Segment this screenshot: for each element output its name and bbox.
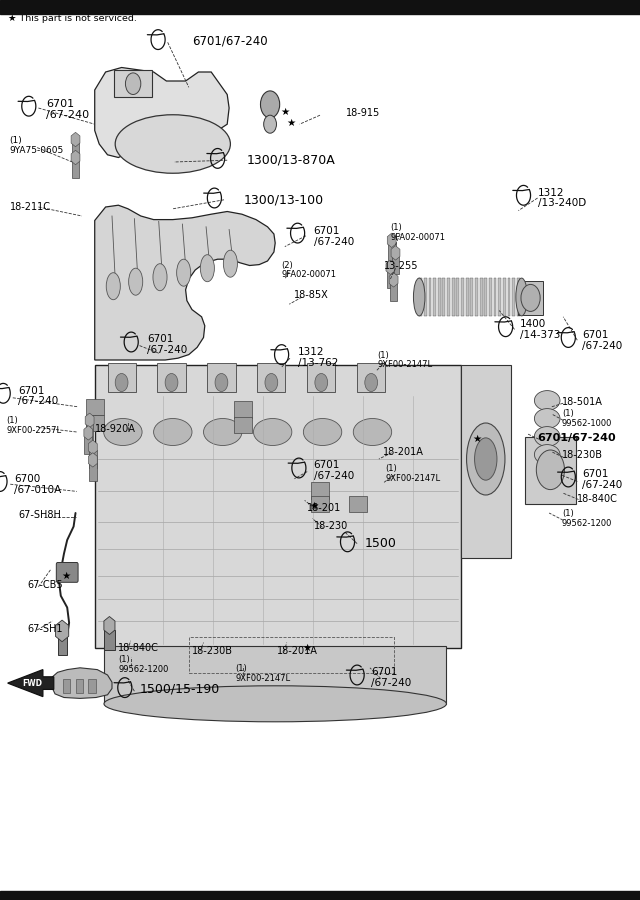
- Ellipse shape: [253, 418, 292, 446]
- Text: 18-201: 18-201: [307, 502, 342, 513]
- Bar: [512, 278, 515, 316]
- Bar: [84, 436, 92, 454]
- Text: ★: ★: [309, 500, 318, 511]
- Bar: [76, 679, 83, 693]
- Bar: [349, 496, 367, 512]
- Circle shape: [165, 374, 178, 392]
- Circle shape: [215, 374, 228, 392]
- Text: ★: ★: [287, 118, 296, 129]
- Bar: [0, 0, 640, 14]
- Text: 67-SH1: 67-SH1: [27, 624, 62, 634]
- Ellipse shape: [413, 278, 425, 316]
- Bar: [452, 278, 454, 316]
- Text: 13-255: 13-255: [384, 261, 419, 272]
- Bar: [207, 363, 236, 392]
- Circle shape: [365, 374, 378, 392]
- Ellipse shape: [534, 409, 560, 428]
- Polygon shape: [95, 68, 229, 158]
- Text: 6701
/67-240: 6701 /67-240: [46, 99, 89, 121]
- Text: (1)
9XF00-2257L: (1) 9XF00-2257L: [6, 417, 61, 435]
- Text: (1)
99562-1200: (1) 99562-1200: [118, 655, 169, 673]
- Text: 18-201A: 18-201A: [276, 645, 317, 656]
- Text: 18-211C: 18-211C: [10, 202, 51, 212]
- Circle shape: [125, 73, 141, 94]
- Bar: [104, 630, 115, 650]
- Bar: [157, 363, 186, 392]
- Ellipse shape: [534, 445, 560, 464]
- Text: (1)
99562-1000: (1) 99562-1000: [562, 410, 612, 427]
- Bar: [442, 278, 445, 316]
- Bar: [503, 278, 506, 316]
- Bar: [311, 482, 329, 499]
- Text: ★: ★: [303, 643, 312, 653]
- Bar: [0, 891, 640, 900]
- Bar: [499, 278, 501, 316]
- Bar: [461, 278, 464, 316]
- Text: (1)
9XF00-2147L: (1) 9XF00-2147L: [378, 351, 433, 369]
- Bar: [89, 450, 97, 468]
- Bar: [525, 436, 576, 504]
- Bar: [257, 363, 285, 392]
- Bar: [95, 364, 461, 648]
- Polygon shape: [8, 670, 54, 697]
- Ellipse shape: [475, 438, 497, 481]
- Circle shape: [536, 450, 564, 490]
- Ellipse shape: [129, 268, 143, 295]
- Text: 6701/67-240: 6701/67-240: [192, 35, 268, 48]
- Text: (1)
9FA02-00071: (1) 9FA02-00071: [390, 223, 445, 241]
- Bar: [72, 142, 79, 160]
- Text: ★: ★: [473, 434, 482, 445]
- FancyBboxPatch shape: [56, 562, 78, 582]
- Bar: [234, 401, 252, 418]
- Text: (1)
9YA75-0605: (1) 9YA75-0605: [10, 137, 64, 155]
- Bar: [493, 278, 497, 316]
- Bar: [475, 278, 478, 316]
- Bar: [429, 278, 431, 316]
- Text: 1300/13-870A: 1300/13-870A: [246, 154, 335, 166]
- Bar: [447, 278, 450, 316]
- Text: 18-915: 18-915: [346, 107, 380, 118]
- Text: (1)
99562-1200: (1) 99562-1200: [562, 509, 612, 527]
- Text: ★: ★: [280, 106, 289, 117]
- Bar: [357, 363, 385, 392]
- Bar: [387, 270, 394, 288]
- Bar: [234, 417, 252, 433]
- Circle shape: [115, 374, 128, 392]
- Ellipse shape: [104, 686, 447, 722]
- Bar: [461, 364, 511, 558]
- Ellipse shape: [106, 273, 120, 300]
- Ellipse shape: [154, 418, 192, 446]
- Bar: [104, 646, 446, 704]
- Ellipse shape: [467, 423, 505, 495]
- Bar: [480, 278, 483, 316]
- Bar: [390, 283, 397, 301]
- Text: ★: ★: [61, 571, 70, 581]
- Polygon shape: [52, 668, 112, 698]
- Text: (1)
9XF00-2147L: (1) 9XF00-2147L: [236, 664, 291, 682]
- Text: 6701
/67-240: 6701 /67-240: [371, 667, 412, 688]
- Bar: [108, 363, 136, 392]
- Ellipse shape: [177, 259, 191, 286]
- Text: (2)
9FA02-00071: (2) 9FA02-00071: [282, 261, 337, 279]
- Text: 6700
/67-010A: 6700 /67-010A: [14, 473, 61, 495]
- Bar: [484, 278, 487, 316]
- Bar: [311, 496, 329, 512]
- Bar: [58, 635, 67, 655]
- Ellipse shape: [200, 255, 214, 282]
- Text: 18-230B: 18-230B: [562, 450, 603, 461]
- Text: 18-501A: 18-501A: [562, 397, 603, 408]
- Text: 6701
/67-240: 6701 /67-240: [582, 329, 623, 351]
- Bar: [388, 243, 396, 261]
- Bar: [433, 278, 436, 316]
- Bar: [517, 278, 520, 316]
- Ellipse shape: [303, 418, 342, 446]
- Text: 67-SH8H: 67-SH8H: [18, 509, 61, 520]
- Text: 18-201A: 18-201A: [383, 446, 424, 457]
- Bar: [72, 160, 79, 178]
- Circle shape: [260, 91, 280, 118]
- Bar: [518, 281, 543, 315]
- Bar: [88, 679, 96, 693]
- Text: 1312
/13-762: 1312 /13-762: [298, 346, 338, 368]
- Text: 18-85X: 18-85X: [294, 290, 329, 301]
- Text: 1500/15-190: 1500/15-190: [140, 683, 220, 696]
